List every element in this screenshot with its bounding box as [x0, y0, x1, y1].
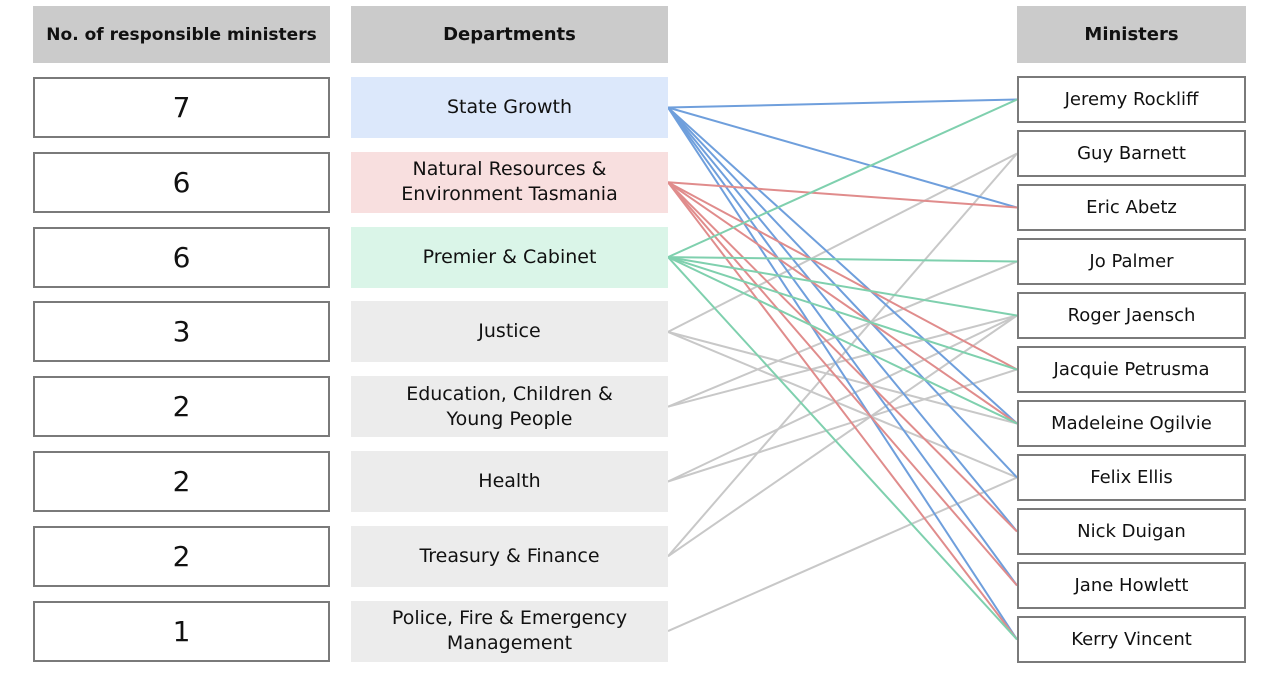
- department-name: Natural Resources & Environment Tasmania: [401, 158, 618, 206]
- department-minister-link: [667, 106, 1018, 641]
- department-minister-link: [667, 314, 1018, 408]
- department-box: Premier & Cabinet: [351, 226, 668, 288]
- department-minister-link: [667, 476, 1018, 633]
- department-minister-link: [667, 181, 1018, 641]
- department-minister-link: [667, 98, 1018, 259]
- department-name: State Growth: [446, 96, 573, 118]
- department-minister-link: [667, 330, 1018, 479]
- department-box: Treasury & Finance: [351, 525, 668, 587]
- department-minister-link: [667, 181, 1018, 587]
- department-minister-link: [667, 256, 1018, 425]
- minister-box: Roger Jaensch: [1017, 292, 1246, 339]
- department-minister-link: [667, 256, 1018, 371]
- department-box: Police, Fire & Emergency Management: [351, 600, 668, 662]
- department-minister-link: [667, 152, 1018, 557]
- department-box: Health: [351, 451, 668, 512]
- minister-box: Jo Palmer: [1017, 238, 1246, 285]
- department-name: Treasury & Finance: [419, 544, 600, 567]
- department-name: Health: [478, 470, 541, 492]
- department-minister-link: [667, 106, 1018, 209]
- minister-box: Madeleine Ogilvie: [1017, 400, 1246, 447]
- minister-count-box: 2: [33, 376, 330, 438]
- department-box: Education, Children & Young People: [351, 376, 668, 438]
- department-minister-link: [667, 330, 1018, 425]
- minister-count-box: 3: [33, 301, 330, 363]
- count-column-header: No. of responsible ministers: [33, 6, 330, 63]
- department-minister-link: [667, 256, 1018, 263]
- minister-box: Felix Ellis: [1017, 454, 1246, 501]
- department-minister-link: [667, 98, 1018, 109]
- minister-box: Guy Barnett: [1017, 130, 1246, 177]
- department-minister-link: [667, 106, 1018, 425]
- minister-box: Jeremy Rockliff: [1017, 76, 1246, 123]
- department-minister-link: [667, 181, 1018, 371]
- department-box: Natural Resources & Environment Tasmania: [351, 151, 668, 213]
- ministers-column-header: Ministers: [1017, 6, 1246, 63]
- department-minister-link: [667, 181, 1018, 533]
- department-minister-link: [667, 256, 1018, 641]
- minister-box: Jacquie Petrusma: [1017, 346, 1246, 393]
- department-name: Education, Children & Young People: [406, 382, 613, 430]
- department-name: Justice: [478, 320, 541, 343]
- minister-count-box: 6: [33, 226, 330, 288]
- department-minister-link: [667, 314, 1018, 558]
- minister-count-box: 2: [33, 525, 330, 587]
- minister-box: Eric Abetz: [1017, 184, 1246, 231]
- minister-count-box: 2: [33, 451, 330, 512]
- minister-count-box: 6: [33, 151, 330, 213]
- department-minister-link: [667, 106, 1018, 479]
- department-name: Police, Fire & Emergency Management: [391, 607, 628, 655]
- minister-count-box: 7: [33, 77, 330, 138]
- department-minister-link: [667, 181, 1018, 425]
- department-minister-link: [667, 314, 1018, 483]
- minister-box: Nick Duigan: [1017, 508, 1246, 555]
- department-minister-link: [667, 106, 1018, 533]
- minister-box: Kerry Vincent: [1017, 616, 1246, 663]
- departments-column-header: Departments: [351, 6, 668, 63]
- department-minister-link: [667, 181, 1018, 209]
- minister-box: Jane Howlett: [1017, 562, 1246, 609]
- department-minister-link: [667, 368, 1018, 483]
- department-name: Premier & Cabinet: [422, 245, 597, 268]
- minister-count-box: 1: [33, 600, 330, 662]
- department-box: State Growth: [351, 77, 668, 138]
- department-minister-link: [667, 256, 1018, 317]
- department-box: Justice: [351, 301, 668, 363]
- department-minister-link: [667, 260, 1018, 408]
- department-minister-link: [667, 152, 1018, 333]
